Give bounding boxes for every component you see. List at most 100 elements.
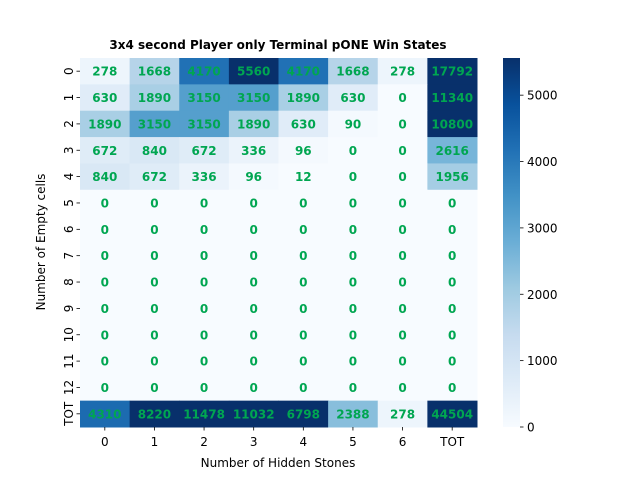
colorbar-tick-label: 2000 xyxy=(527,288,558,302)
heatmap-cell xyxy=(179,400,230,428)
cell-value-label: 0 xyxy=(250,302,258,316)
x-axis-ticks: 0 1 2 3 4 5 6 TOT xyxy=(101,427,465,449)
heatmap-cell xyxy=(179,110,230,138)
cell-value-label: 0 xyxy=(398,355,406,369)
cell-value-label: 11478 xyxy=(183,407,225,421)
cell-value-label: 0 xyxy=(250,381,258,395)
heatmap-cell xyxy=(228,163,279,191)
cell-value-label: 0 xyxy=(299,196,307,210)
heatmap-cell xyxy=(427,374,478,402)
y-tick-label: 6 xyxy=(62,226,76,234)
cell-value-label: 0 xyxy=(101,328,109,342)
heatmap-cell xyxy=(129,295,180,323)
cell-value-label: 0 xyxy=(200,381,208,395)
heatmap-cell xyxy=(377,242,428,270)
cell-value-label: 5560 xyxy=(237,65,270,79)
y-tick-label: 7 xyxy=(62,252,76,260)
heatmap-cell xyxy=(427,189,478,217)
heatmap-cell xyxy=(80,374,131,402)
cell-value-label: 0 xyxy=(250,249,258,263)
heatmap-cell xyxy=(328,110,379,138)
heatmap-cell xyxy=(80,347,131,375)
y-tick-label: 11 xyxy=(62,353,76,368)
heatmap-annotations: 278 1668 4170 5560 4170 1668 278 17792 630 1890 31… xyxy=(88,65,473,422)
heatmap-cell xyxy=(228,84,279,112)
cell-value-label: 2388 xyxy=(336,407,369,421)
heatmap-cell xyxy=(228,58,279,85)
heatmap-cell xyxy=(179,58,230,85)
heatmap-cell xyxy=(328,268,379,296)
heatmap-cell xyxy=(80,137,131,164)
cell-value-label: 0 xyxy=(398,144,406,158)
heatmap-cell xyxy=(377,84,428,112)
heatmap-cell xyxy=(228,374,279,402)
heatmap-cell xyxy=(328,84,379,112)
cell-value-label: 0 xyxy=(200,249,208,263)
cell-value-label: 0 xyxy=(200,276,208,290)
heatmap-cell xyxy=(278,242,329,270)
heatmap-cell xyxy=(278,110,329,138)
heatmap-cell xyxy=(179,84,230,112)
cell-value-label: 0 xyxy=(150,328,158,342)
heatmap-cell xyxy=(129,137,180,164)
heatmap-cell xyxy=(278,321,329,349)
cell-value-label: 1890 xyxy=(237,117,270,131)
cell-value-label: 3150 xyxy=(187,91,220,105)
cell-value-label: 336 xyxy=(241,144,266,158)
heatmap-cell xyxy=(427,84,478,112)
cell-value-label: 0 xyxy=(349,223,357,237)
cell-value-label: 0 xyxy=(250,276,258,290)
cell-value-label: 1668 xyxy=(138,65,171,79)
heatmap-cell xyxy=(80,189,131,217)
cell-value-label: 630 xyxy=(291,117,316,131)
cell-value-label: 0 xyxy=(448,196,456,210)
cell-value-label: 0 xyxy=(299,302,307,316)
cell-value-label: 10800 xyxy=(431,117,473,131)
heatmap-cell xyxy=(179,189,230,217)
heatmap-cell xyxy=(129,242,180,270)
cell-value-label: 840 xyxy=(92,170,117,184)
heatmap-cell xyxy=(80,268,131,296)
heatmap-cell xyxy=(228,400,279,428)
heatmap-cell xyxy=(328,400,379,428)
heatmap-cell xyxy=(278,58,329,85)
cell-value-label: 0 xyxy=(200,355,208,369)
heatmap-cell xyxy=(80,84,131,112)
heatmap-cell xyxy=(278,400,329,428)
heatmap-cell xyxy=(328,189,379,217)
heatmap-cell xyxy=(377,295,428,323)
cell-value-label: 90 xyxy=(345,117,362,131)
heatmap-cell xyxy=(377,216,428,243)
heatmap-cell xyxy=(129,268,180,296)
cell-value-label: 0 xyxy=(349,302,357,316)
cell-value-label: 11340 xyxy=(431,91,473,105)
cell-value-label: 840 xyxy=(142,144,167,158)
heatmap-cell xyxy=(179,347,230,375)
heatmap-cell xyxy=(377,137,428,164)
heatmap-cell xyxy=(129,216,180,243)
heatmap-cell xyxy=(377,347,428,375)
x-tick-label: 2 xyxy=(200,435,208,449)
cell-value-label: 1668 xyxy=(336,65,369,79)
cell-value-label: 630 xyxy=(340,91,365,105)
cell-value-label: 0 xyxy=(448,355,456,369)
cell-value-label: 0 xyxy=(299,355,307,369)
heatmap-cell xyxy=(427,347,478,375)
heatmap-cell xyxy=(228,321,279,349)
heatmap-cell xyxy=(228,110,279,138)
cell-value-label: 0 xyxy=(200,302,208,316)
heatmap-cell xyxy=(80,321,131,349)
cell-value-label: 278 xyxy=(390,65,415,79)
heatmap-cell xyxy=(129,347,180,375)
colorbar-tick-label: 1000 xyxy=(527,354,558,368)
heatmap-cell xyxy=(328,242,379,270)
heatmap-cell xyxy=(129,400,180,428)
heatmap-cell xyxy=(328,295,379,323)
cell-value-label: 0 xyxy=(150,302,158,316)
colorbar-tick-label: 4000 xyxy=(527,155,558,169)
cell-value-label: 0 xyxy=(101,249,109,263)
cell-value-label: 0 xyxy=(349,381,357,395)
heatmap-cell xyxy=(228,347,279,375)
